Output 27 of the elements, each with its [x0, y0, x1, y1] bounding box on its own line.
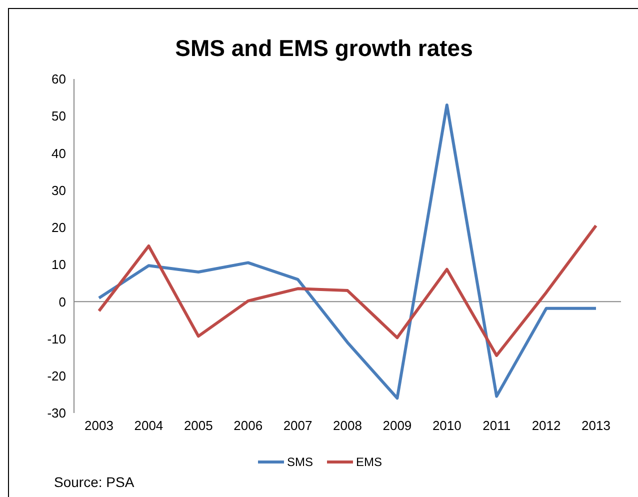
y-tick-label: 60: [52, 72, 66, 87]
legend-label: SMS: [286, 455, 313, 469]
line-series: [98, 224, 598, 357]
y-tick-label: 50: [52, 108, 66, 124]
y-tick-label: 30: [52, 182, 66, 198]
legend-label: EMS: [355, 455, 382, 469]
x-tick-label: 2011: [482, 418, 511, 434]
y-tick-label: 0: [58, 294, 66, 310]
y-tick-label: 10: [52, 257, 66, 272]
y-tick-label: -20: [47, 368, 66, 384]
x-tick-label: 2004: [134, 418, 164, 434]
x-tick-label: 2005: [184, 418, 213, 434]
x-tick-label: 2012: [532, 418, 561, 434]
x-tick-label: 2009: [382, 418, 412, 434]
y-tick-label: -30: [47, 406, 66, 421]
x-tick-label: 2010: [432, 418, 462, 434]
x-tick-label: 2003: [84, 418, 114, 434]
x-tick-label: 2006: [234, 418, 263, 434]
line-series: [98, 103, 598, 400]
y-tick-label: -10: [47, 331, 66, 346]
x-tick-label: 2007: [283, 418, 312, 434]
y-tick-label: 40: [52, 146, 66, 161]
source-note: Source: PSA: [54, 474, 134, 490]
x-tick-label: 2013: [582, 418, 610, 434]
chart-title: SMS and EMS growth rates: [174, 35, 474, 62]
y-tick-label: 20: [52, 220, 66, 236]
x-tick-label: 2008: [333, 418, 362, 434]
